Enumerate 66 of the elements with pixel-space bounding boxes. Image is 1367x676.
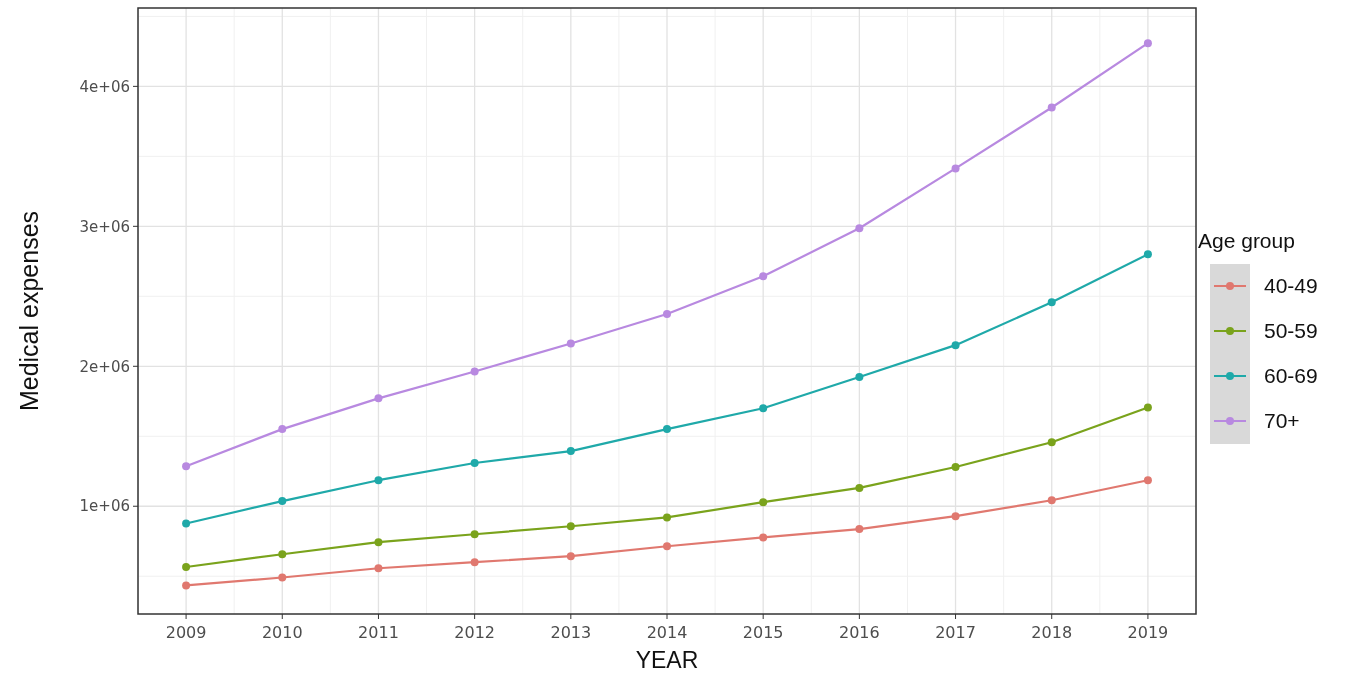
point: [470, 458, 479, 467]
legend-label: 70+: [1264, 409, 1300, 433]
point: [278, 425, 287, 434]
x-tick-label: 2014: [646, 623, 688, 642]
point: [374, 564, 383, 573]
point: [1143, 250, 1152, 259]
x-tick-label: 2013: [550, 623, 592, 642]
x-tick-label: 2015: [742, 623, 784, 642]
x-tick-label: 2010: [261, 623, 303, 642]
point: [182, 462, 191, 471]
x-tick-label: 2016: [839, 623, 880, 642]
legend-title: Age group: [1198, 229, 1295, 252]
point: [374, 476, 383, 485]
point: [1047, 438, 1056, 447]
point: [374, 538, 383, 547]
point: [951, 512, 960, 521]
point: [566, 447, 575, 456]
point: [759, 272, 768, 281]
point: [1143, 476, 1152, 485]
point: [663, 513, 671, 522]
x-tick-label: 2019: [1127, 623, 1169, 642]
point: [566, 552, 575, 561]
point: [855, 483, 864, 492]
point: [759, 498, 768, 507]
point: [855, 224, 864, 233]
point: [855, 525, 864, 534]
point: [278, 573, 287, 582]
point: [470, 530, 479, 539]
x-tick-label: 2017: [935, 623, 976, 642]
point: [759, 533, 768, 542]
x-tick-label: 2011: [358, 623, 399, 642]
point: [278, 497, 287, 506]
y-tick-label: 2e+06: [79, 357, 130, 376]
x-tick-label: 2018: [1031, 623, 1073, 642]
point: [374, 394, 383, 403]
legend-label: 50-59: [1264, 319, 1318, 343]
point: [1143, 403, 1152, 412]
x-axis-title: YEAR: [635, 647, 699, 673]
y-tick-label: 1e+06: [79, 497, 130, 516]
y-tick-label: 3e+06: [79, 217, 130, 236]
point: [1047, 103, 1056, 112]
point: [566, 339, 575, 348]
point: [470, 558, 479, 567]
x-tick-label: 2012: [454, 623, 495, 642]
point: [278, 550, 287, 559]
point: [663, 309, 671, 318]
legend-label: 60-69: [1264, 364, 1318, 388]
point: [1047, 298, 1056, 307]
point: [663, 425, 671, 434]
point: [182, 519, 191, 528]
x-tick-label: 2009: [165, 623, 207, 642]
point: [759, 404, 768, 413]
point: [951, 341, 960, 350]
point: [855, 373, 864, 382]
point: [663, 542, 671, 551]
y-axis-title: Medical expenses: [15, 210, 43, 412]
point: [470, 367, 479, 376]
point: [182, 581, 191, 590]
point: [182, 562, 191, 571]
point: [951, 463, 960, 472]
point: [566, 522, 575, 531]
point: [1047, 496, 1056, 505]
y-tick-label: 4e+06: [79, 77, 130, 96]
point: [951, 164, 960, 173]
point: [1143, 39, 1152, 48]
legend-label: 40-49: [1264, 274, 1318, 298]
